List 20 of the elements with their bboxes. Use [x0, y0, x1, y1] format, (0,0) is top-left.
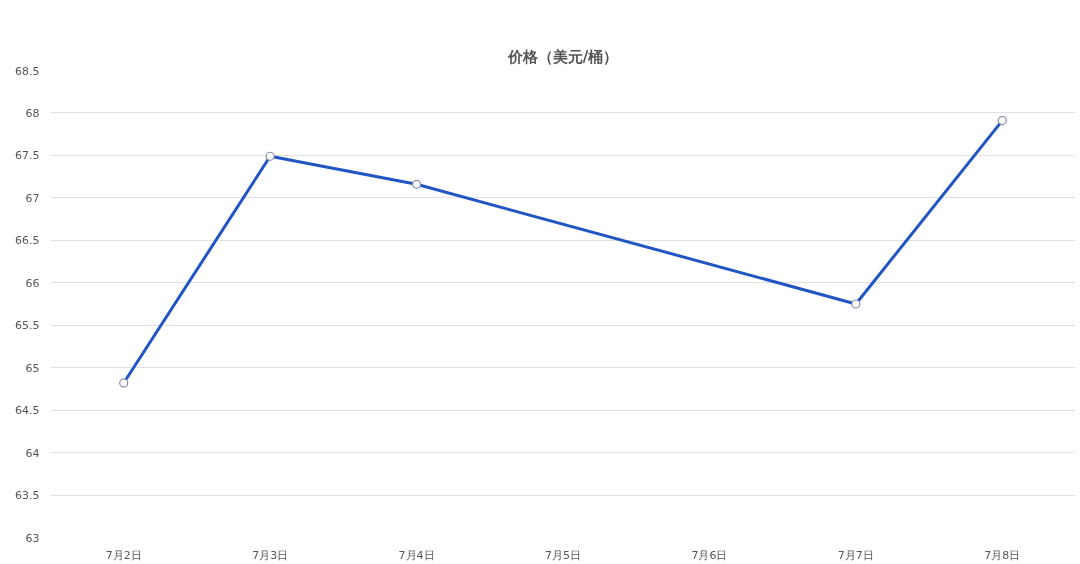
y-tick-label: 64.5 — [15, 404, 40, 418]
chart-title: 价格（美元/桶） — [506, 47, 619, 66]
y-tick-label: 68.5 — [15, 64, 40, 78]
x-tick-label: 7月3日 — [252, 548, 289, 562]
y-tick-label: 67.5 — [15, 149, 40, 163]
x-tick-label: 7月2日 — [105, 548, 142, 562]
x-tick-label: 7月7日 — [837, 548, 874, 562]
x-tick-label: 7月5日 — [545, 548, 581, 562]
y-tick-label: 66.5 — [15, 234, 40, 248]
x-tick-label: 7月4日 — [398, 548, 435, 562]
y-tick-label: 63.5 — [15, 489, 40, 503]
y-tick-label: 64 — [25, 446, 40, 460]
y-tick-label: 66 — [25, 276, 40, 290]
y-tick-label: 65 — [25, 361, 40, 375]
x-tick-label: 7月8日 — [984, 548, 1021, 562]
y-tick-label: 63 — [25, 531, 40, 545]
y-tick-label: 68 — [25, 106, 40, 120]
y-tick-label: 67 — [25, 191, 40, 205]
y-tick-label: 65.5 — [15, 319, 40, 333]
x-tick-label: 7月6日 — [691, 548, 728, 562]
